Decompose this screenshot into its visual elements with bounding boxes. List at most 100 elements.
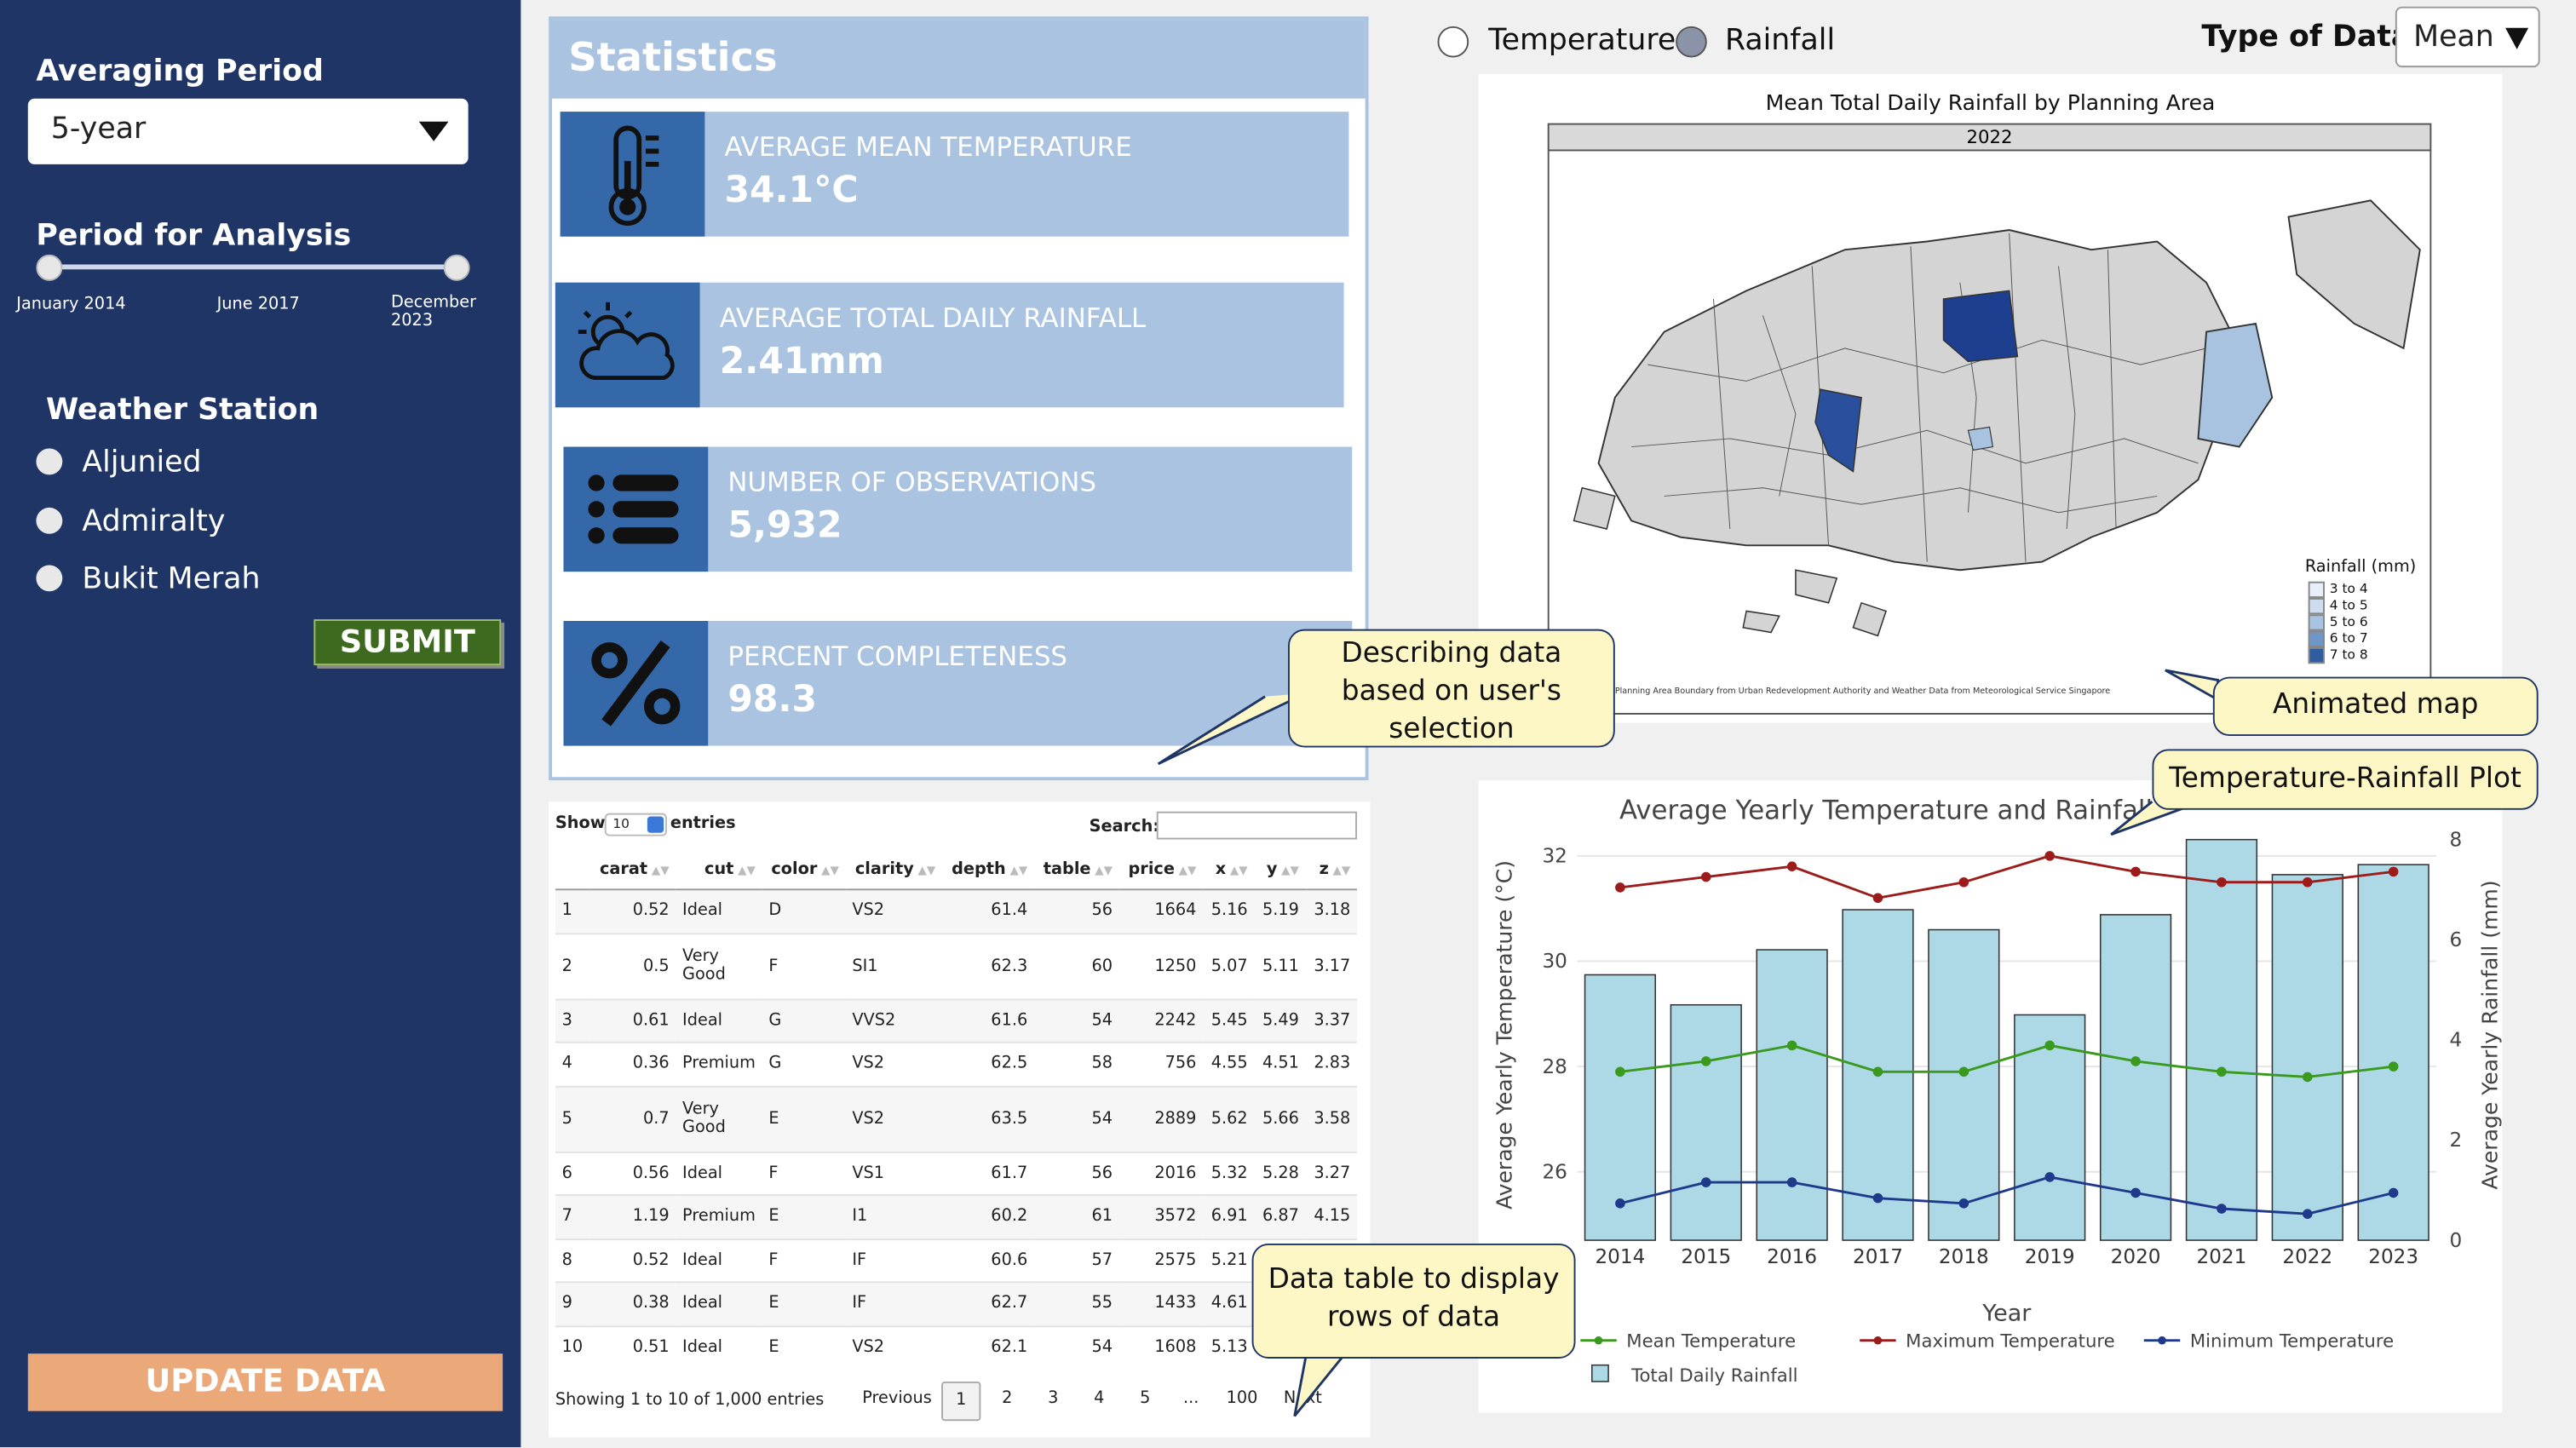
table-cell-carat: 0.52 [590,888,676,934]
chevron-down-icon [418,121,449,141]
table-cell-depth: 60.2 [942,1194,1034,1239]
table-row[interactable]: 10 0.51 Ideal E VS2 62.1 54 1608 5.13 [555,1324,1358,1370]
search-input[interactable] [1156,811,1358,840]
column-header-z[interactable]: z ▲▼ [1305,851,1358,891]
data-table-panel: Show 10 entries Search: carat ▲▼ cut ▲▼ co… [549,802,1371,1438]
series-point [2217,1204,2227,1214]
table-cell-cut: Ideal [676,1238,762,1283]
value-box-observations: NUMBER OF OBSERVATIONS 5,932 [563,446,1353,572]
statistics-panel: Statistics AVERAGE MEAN TEMPERATURE 34.1… [549,16,1369,781]
station-radio-bukit-merah[interactable] [36,565,63,592]
period-analysis-label: Period for Analysis [36,218,352,254]
table-cell-price: 3572 [1118,1194,1204,1239]
station-radio-aljunied[interactable] [36,448,63,475]
column-header-cut[interactable]: cut ▲▼ [676,851,762,891]
column-header-label: price [1128,860,1175,879]
column-header-depth[interactable]: depth ▲▼ [942,851,1034,891]
table-cell-index: 1 [555,888,591,934]
table-cell-table: 56 [1033,1151,1119,1196]
type-of-data-label: Type of Data [2201,20,2412,55]
legend-label: Maximum Temperature [1906,1330,2115,1352]
pagination-page[interactable]: 100 [1226,1389,1258,1408]
table-cell-index: 2 [555,932,591,999]
entries-select[interactable]: 10 [604,813,668,836]
table-cell-x: 6.91 [1203,1194,1255,1239]
column-header-clarity[interactable]: clarity ▲▼ [845,851,943,891]
column-header-label: x [1215,860,1227,879]
legend-swatch [2308,630,2325,647]
table-cell-cut: Ideal [676,1324,762,1370]
column-header-x[interactable]: x ▲▼ [1203,851,1255,891]
column-header-y[interactable]: y ▲▼ [1254,851,1306,891]
x-tick-label: 2021 [2197,1246,2247,1268]
map-legend-item: 4 to 5 [2308,598,2424,615]
series-line-0 [1619,1043,2394,1078]
period-slider-track[interactable] [49,264,457,270]
table-cell-clarity: SI1 [845,932,943,999]
x-tick-label: 2019 [2025,1246,2075,1268]
table-row[interactable]: 6 0.56 Ideal F VS1 61.7 56 2016 5.32 5.28 3.27 [555,1151,1358,1196]
table-cell-z: 3.17 [1305,932,1358,999]
y-tick-label: 26 [1542,1161,1567,1183]
radio-temperature[interactable] [1437,26,1469,58]
table-cell-table: 54 [1033,997,1119,1043]
table-cell-y: 6.87 [1254,1194,1306,1239]
table-cell-clarity: VS2 [845,1084,943,1152]
column-header-color[interactable]: color ▲▼ [762,851,846,891]
pagination-page[interactable]: 3 [1048,1389,1059,1408]
table-cell-carat: 0.56 [590,1151,676,1196]
rainfall-map[interactable]: Mean Total Daily Rainfall by Planning Ar… [1478,73,2503,723]
table-cell-cut: Ideal [676,997,762,1043]
pagination-page[interactable]: 1 [941,1381,981,1422]
table-cell-z: 3.27 [1305,1151,1358,1196]
radio-rainfall[interactable] [1676,26,1707,58]
column-header-price[interactable]: price ▲▼ [1118,851,1204,891]
sidebar: Averaging Period 5-year Period for Analy… [0,0,521,1448]
submit-button[interactable]: SUBMIT [313,619,502,666]
table-cell-depth: 61.7 [942,1151,1034,1196]
y2-tick-label: 2 [2450,1129,2463,1152]
table-row[interactable]: 2 0.5 Very Good F SI1 62.3 60 1250 5.07 5.11 3.17 [555,932,1358,999]
sort-icon: ▲▼ [1174,864,1197,877]
table-cell-cut: Very Good [676,1084,762,1152]
table-cell-carat: 0.5 [590,932,676,999]
table-row[interactable]: 4 0.36 Premium G VS2 62.5 58 756 4.55 4.51 2.83 [555,1041,1358,1086]
radio-temperature-label: Temperature [1488,23,1676,58]
map-title: Mean Total Daily Rainfall by Planning Ar… [1765,92,2216,117]
table-row[interactable]: 3 0.61 Ideal G VVS2 61.6 54 2242 5.45 5.49 3.37 [555,997,1358,1043]
table-cell-price: 1608 [1118,1324,1204,1370]
series-point [1786,861,1797,871]
period-slider-start-handle[interactable] [36,254,63,281]
table-cell-depth: 62.7 [942,1281,1034,1326]
averaging-period-select[interactable]: 5-year [27,98,469,164]
table-row[interactable]: 5 0.7 Very Good E VS2 63.5 54 2889 5.62 5.66 3.58 [555,1084,1358,1152]
series-point [2388,1061,2399,1072]
period-slider-end-handle[interactable] [443,254,470,281]
pagination-page[interactable]: 5 [1140,1389,1151,1408]
pagination-page[interactable]: 2 [1002,1389,1013,1408]
station-radio-admiralty[interactable] [36,507,63,534]
series-point [1615,1066,1625,1077]
table-cell-price: 2242 [1118,997,1204,1043]
table-cell-carat: 0.51 [590,1324,676,1370]
map-credit: Planning Area Boundary from Urban Redeve… [1614,687,2111,697]
pagination-page[interactable]: 4 [1094,1389,1105,1408]
table-cell-cut: Premium [676,1041,762,1086]
table-row[interactable]: 9 0.38 Ideal E IF 62.7 55 1433 4.61 [555,1281,1358,1326]
table-cell-clarity: VVS2 [845,997,943,1043]
type-of-data-select[interactable]: Mean [2395,6,2540,68]
column-header-table[interactable]: table ▲▼ [1033,851,1119,891]
table-row[interactable]: 1 0.52 Ideal D VS2 61.4 56 1664 5.16 5.19 3.18 [555,888,1358,934]
table-cell-table: 61 [1033,1194,1119,1239]
series-point [2130,1056,2141,1066]
pagination-previous[interactable]: Previous [862,1389,932,1408]
table-row[interactable]: 8 0.52 Ideal F IF 60.6 57 2575 5.21 [555,1238,1358,1283]
table-cell-price: 1433 [1118,1281,1204,1326]
rainfall-bar [2357,864,2429,1241]
update-data-button[interactable]: UPDATE DATA [27,1353,503,1411]
thermometer-icon [560,112,705,237]
entries-select-value: 10 [612,816,630,831]
temperature-rainfall-plot[interactable]: Average Yearly Temperature and Rainfall 2… [1478,780,2502,1413]
column-header-carat[interactable]: carat ▲▼ [590,851,676,891]
table-row[interactable]: 7 1.19 Premium E I1 60.2 61 3572 6.91 6.87 4.15 [555,1194,1358,1239]
